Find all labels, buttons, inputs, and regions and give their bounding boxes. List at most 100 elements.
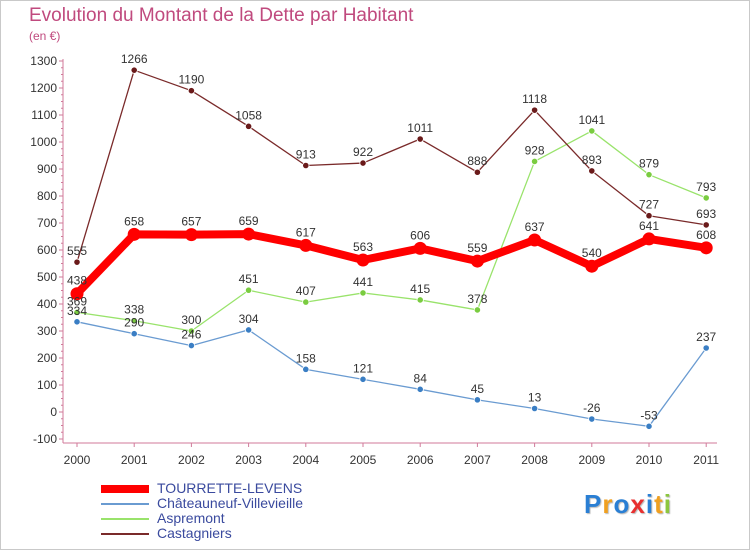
data-point-castagniers [359, 159, 367, 167]
y-tick-label: 100 [37, 378, 57, 392]
data-label-aspremont: 441 [353, 275, 373, 289]
data-label-castagniers: 555 [67, 244, 87, 258]
y-tick-label: 400 [37, 297, 57, 311]
proxiti-logo: Proxiti [584, 489, 672, 520]
y-tick-label: 1200 [30, 81, 57, 95]
data-point-tourrette [127, 227, 141, 241]
data-point-castagniers [645, 212, 653, 220]
data-label-aspremont: 407 [296, 284, 316, 298]
logo-letter: o [613, 489, 631, 519]
y-tick-label: 1300 [30, 54, 57, 68]
data-point-tourrette [470, 254, 484, 268]
y-tick-label: 600 [37, 243, 57, 257]
y-tick-label: 500 [37, 270, 57, 284]
data-label-chateauneuf: 246 [181, 328, 201, 342]
logo-letter: i [645, 489, 655, 519]
data-label-chateauneuf: -26 [583, 401, 601, 415]
data-label-tourrette: 606 [410, 228, 430, 242]
series-line-tourrette [73, 230, 711, 298]
data-label-chateauneuf: -53 [640, 408, 658, 422]
data-label-tourrette: 559 [467, 241, 487, 255]
data-point-aspremont [702, 194, 710, 202]
logo-letter: i [663, 489, 672, 519]
data-point-castagniers [187, 87, 195, 95]
data-label-chateauneuf: 304 [239, 312, 259, 326]
legend-swatch-tourrette [101, 485, 149, 493]
data-point-chateauneuf [302, 365, 310, 373]
data-point-tourrette [242, 227, 256, 241]
chart-title: Evolution du Montant de la Dette par Hab… [29, 5, 414, 26]
data-point-chateauneuf [702, 344, 710, 352]
data-label-castagniers: 913 [296, 147, 316, 161]
data-label-aspremont: 338 [124, 303, 144, 317]
data-point-tourrette [413, 241, 427, 255]
data-label-tourrette: 438 [67, 274, 87, 288]
data-label-aspremont: 1041 [578, 113, 605, 127]
legend-label-chateauneuf: Châteauneuf-Villevieille [157, 495, 304, 511]
data-point-castagniers [588, 167, 596, 175]
y-tick-label: 200 [37, 351, 57, 365]
y-tick-label: 300 [37, 324, 57, 338]
data-point-chateauneuf [588, 415, 596, 423]
data-point-tourrette [70, 287, 84, 301]
y-tick-label: 1100 [31, 108, 57, 122]
data-label-aspremont: 300 [181, 313, 201, 327]
data-point-tourrette [356, 253, 370, 267]
data-label-chateauneuf: 237 [696, 330, 716, 344]
legend-swatch-chateauneuf [101, 503, 149, 505]
data-point-aspremont [302, 298, 310, 306]
data-point-castagniers [302, 161, 310, 170]
data-point-aspremont [473, 306, 481, 314]
data-label-aspremont: 451 [239, 272, 259, 286]
data-label-castagniers: 1058 [235, 108, 262, 122]
data-point-aspremont [645, 171, 653, 179]
data-point-tourrette [642, 232, 656, 246]
data-label-chateauneuf: 290 [124, 316, 144, 330]
x-tick-label: 2007 [464, 453, 491, 467]
data-label-tourrette: 658 [124, 214, 144, 228]
data-point-aspremont [245, 286, 253, 294]
data-point-castagniers [73, 258, 81, 266]
data-label-tourrette: 540 [582, 246, 602, 260]
data-point-castagniers [530, 106, 539, 114]
series-line-castagniers [76, 69, 707, 263]
data-label-aspremont: 415 [410, 282, 430, 296]
data-point-castagniers [245, 122, 253, 130]
legend-swatch-castagniers [101, 533, 149, 535]
data-point-castagniers [702, 221, 710, 229]
data-label-chateauneuf: 158 [296, 351, 316, 365]
logo-letter: t [654, 489, 664, 519]
data-label-castagniers: 1190 [178, 73, 204, 87]
data-label-castagniers: 1266 [121, 52, 148, 66]
data-point-chateauneuf [187, 341, 195, 350]
y-tick-label: 900 [37, 162, 57, 176]
data-label-castagniers: 693 [696, 207, 716, 221]
data-point-aspremont [130, 317, 138, 325]
legend-swatch-aspremont [101, 518, 149, 520]
x-tick-label: 2003 [235, 453, 262, 467]
data-point-aspremont [187, 327, 195, 335]
data-label-castagniers: 1118 [522, 92, 547, 106]
data-label-castagniers: 888 [467, 154, 487, 168]
data-point-aspremont [359, 289, 367, 297]
data-label-tourrette: 657 [181, 215, 201, 229]
data-point-castagniers [473, 168, 481, 176]
logo-letter: x [630, 489, 646, 519]
data-point-chateauneuf [73, 318, 81, 326]
logo-letter: r [602, 489, 614, 519]
data-point-tourrette [299, 238, 313, 252]
y-tick-label: 700 [37, 216, 57, 230]
data-point-chateauneuf [416, 385, 424, 393]
y-tick-label: 800 [37, 189, 57, 203]
data-point-chateauneuf [645, 422, 653, 430]
data-label-aspremont: 793 [696, 180, 716, 194]
data-label-aspremont: 879 [639, 157, 659, 171]
legend-label-castagniers: Castagniers [157, 525, 232, 541]
data-point-tourrette [528, 233, 542, 247]
data-point-aspremont [530, 157, 539, 166]
x-tick-label: 2010 [636, 453, 663, 467]
x-tick-label: 2002 [178, 453, 205, 467]
data-label-castagniers: 1011 [407, 121, 433, 135]
